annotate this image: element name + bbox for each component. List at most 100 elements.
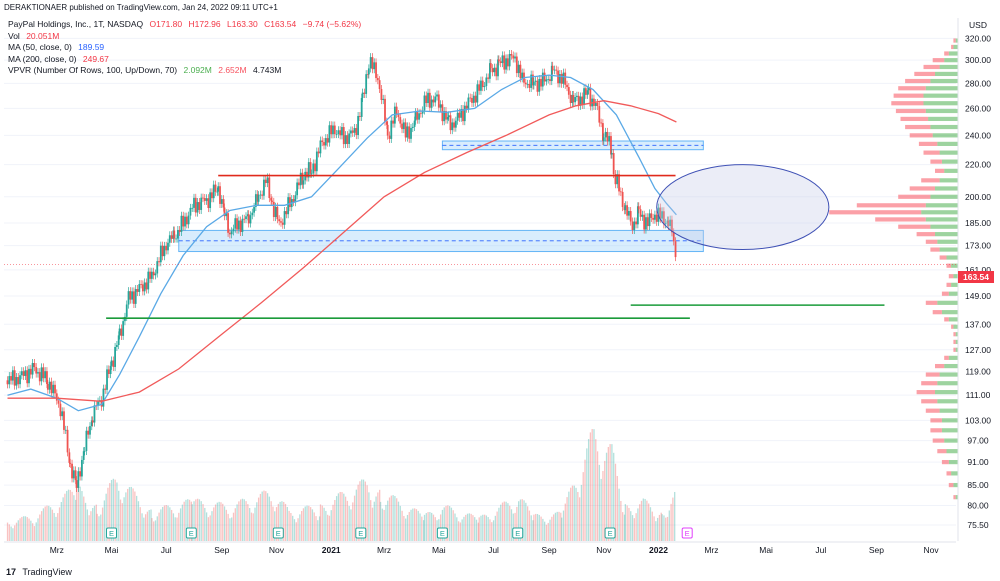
vpvr-down-bar: [918, 141, 938, 146]
candle-body: [212, 184, 215, 199]
vpvr-up-bar: [955, 339, 958, 345]
volume-bar: [542, 518, 544, 541]
candle-body: [618, 174, 620, 192]
candle-body: [532, 81, 535, 86]
legend-symbol-row: PayPal Holdings, Inc., 1T, NASDAQ O171.8…: [8, 19, 365, 31]
candle-body: [497, 59, 500, 62]
y-tick-label: 220.00: [965, 160, 991, 170]
candle-body: [299, 172, 302, 186]
volume-bar: [304, 506, 306, 541]
candle-body: [40, 367, 43, 382]
candle-body: [63, 411, 65, 430]
volume-bar: [602, 470, 604, 541]
volume-bar: [589, 432, 592, 541]
candle-body: [586, 90, 589, 95]
vpvr-up-bar: [939, 372, 958, 377]
volume-bar: [614, 463, 617, 541]
vpvr-down-bar: [925, 408, 940, 413]
candle-body: [465, 105, 468, 109]
volume-bar: [447, 505, 449, 541]
volume-bar: [584, 459, 586, 541]
volume-bar: [266, 493, 269, 541]
y-tick-label: 97.00: [967, 436, 989, 446]
volume-bar: [272, 506, 274, 541]
vpvr-up-bar: [948, 355, 958, 360]
volume-bar: [229, 518, 231, 541]
vpvr-down-bar: [893, 93, 924, 98]
volume-bar: [151, 518, 153, 541]
volume-bar: [44, 506, 46, 541]
candle-body: [629, 211, 632, 222]
candle-body: [136, 289, 139, 292]
candle-body: [427, 92, 429, 104]
volume-bar: [371, 507, 374, 541]
x-tick-label: Jul: [161, 545, 172, 555]
candle-body: [581, 96, 584, 105]
candle-body: [196, 202, 199, 213]
volume-bar: [277, 503, 279, 541]
candle-body: [152, 271, 155, 276]
volume-bar: [487, 517, 489, 541]
volume-bar: [370, 500, 372, 541]
earnings-marker: [436, 527, 448, 539]
y-tick-label: 149.00: [965, 291, 991, 301]
volume-bar: [477, 522, 479, 541]
vpvr-down-bar: [948, 482, 954, 488]
candle-body: [555, 69, 558, 71]
volume-bar: [536, 514, 539, 541]
candle-body: [278, 219, 281, 222]
support-resistance-lines: [4, 174, 956, 319]
candle-body: [333, 125, 336, 135]
vpvr-down-bar: [935, 363, 945, 369]
candle-body: [185, 216, 188, 225]
candle-body: [37, 372, 39, 374]
candle-body: [150, 271, 153, 279]
volume-bar: [205, 512, 208, 541]
vpvr-up-bar: [925, 108, 958, 114]
candle-body: [538, 79, 541, 92]
candle-body: [241, 218, 244, 232]
earnings-marker: [272, 527, 284, 539]
volume-bar: [148, 510, 150, 541]
volume-bar: [39, 514, 41, 541]
legend-vpvr-row: VPVR (Number Of Rows, 100, Up/Down, 70) …: [8, 65, 365, 77]
volume-bar: [317, 520, 319, 541]
vpvr-down-bar: [921, 399, 938, 404]
candle-body: [428, 92, 431, 108]
vpvr-up-bar: [937, 239, 958, 244]
candle-body: [608, 136, 611, 142]
volume-bar: [653, 516, 655, 541]
volume-bar: [196, 498, 199, 541]
volume-bar: [377, 492, 379, 541]
candle-body: [564, 72, 567, 85]
candle-body: [517, 64, 520, 74]
footer-brand[interactable]: 17 TradingView: [6, 565, 72, 579]
volume-label: Vol: [8, 30, 20, 41]
volume-bar: [183, 501, 185, 541]
candle-body: [566, 84, 568, 88]
volume-bar: [69, 489, 71, 541]
earnings-marker: [355, 527, 367, 539]
candle-body: [441, 104, 444, 122]
candle-body: [360, 97, 363, 117]
candle-body: [77, 471, 80, 488]
candle-body: [583, 88, 585, 105]
earnings-marker-label: E: [608, 529, 613, 538]
volume-bar: [195, 499, 197, 541]
candle-body: [309, 162, 312, 174]
candle-body: [307, 162, 310, 178]
vpvr-down-bar: [898, 194, 931, 199]
volume-bar: [413, 508, 416, 541]
candle-body: [499, 61, 502, 64]
candle-body: [124, 316, 126, 322]
vpvr-down-bar: [916, 390, 935, 395]
ohlc-high: H172.96: [188, 19, 221, 29]
candle-body: [402, 122, 405, 130]
volume-bar: [598, 464, 601, 541]
vpvr-down-bar: [937, 449, 947, 454]
candle-body: [664, 222, 667, 225]
volume-bar: [500, 504, 502, 541]
volume-bar: [327, 514, 329, 541]
candle-body: [406, 126, 409, 138]
